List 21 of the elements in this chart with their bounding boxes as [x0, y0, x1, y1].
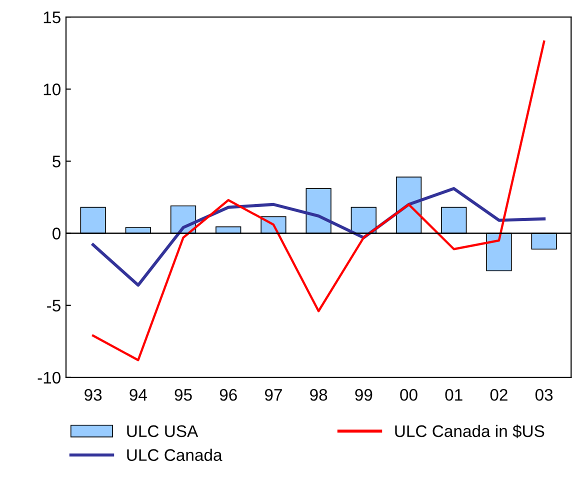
x-tick-label: 97: [264, 388, 282, 401]
y-tick-label: 10: [44, 84, 60, 96]
legend-label: ULC Canada in $US: [395, 424, 544, 438]
legend-label: ULC Canada: [127, 448, 222, 461]
y-tick-label: -5: [47, 300, 60, 312]
x-tick-label: 93: [84, 388, 102, 401]
line-series: [92, 40, 546, 362]
legend-label: ULC USA: [127, 425, 198, 438]
x-tick-label: 94: [130, 388, 147, 401]
x-tick-label: 01: [445, 388, 462, 401]
y-tick-label: -10: [38, 372, 60, 384]
x-tick-label: 96: [220, 388, 237, 401]
x-tick-label: 95: [174, 388, 192, 401]
x-tick-label: 03: [535, 388, 553, 401]
y-tick-label: 0: [52, 228, 60, 240]
x-tick-label: 99: [355, 388, 372, 401]
x-tick-label: 02: [490, 388, 508, 401]
y-tick-label: 5: [52, 156, 60, 168]
x-tick-label: 98: [310, 388, 328, 401]
y-tick-label: 15: [44, 12, 60, 24]
x-tick-label: 00: [400, 388, 418, 401]
